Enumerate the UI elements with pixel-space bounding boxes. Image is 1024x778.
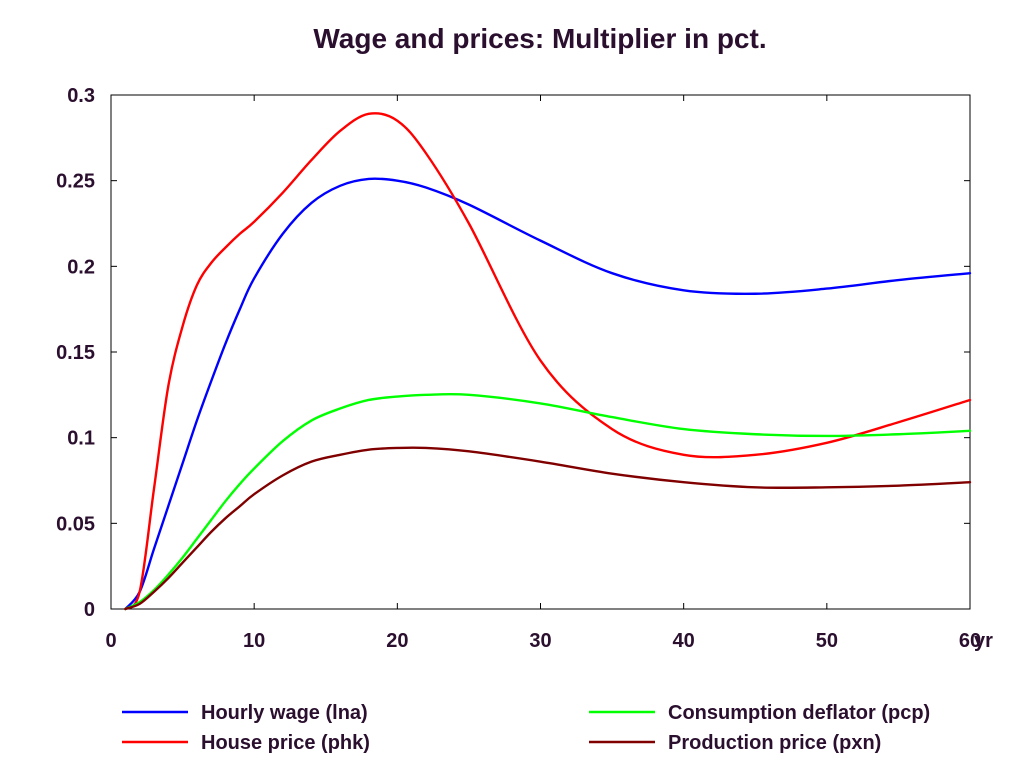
chart-title: Wage and prices: Multiplier in pct. <box>313 23 766 54</box>
series-line-house-price-phk <box>124 112 972 611</box>
y-tick-label: 0.25 <box>56 171 95 193</box>
legend-label-production-price-pxn: Production price (pxn) <box>668 732 881 754</box>
y-tick-label: 0.15 <box>56 342 95 364</box>
x-tick-label: 50 <box>816 630 838 652</box>
y-tick-label: 0.3 <box>67 85 95 107</box>
x-axis: 0 10 20 30 40 50 60 <box>105 95 981 652</box>
y-tick-label: 0.1 <box>67 428 95 450</box>
x-axis-unit-label: yr <box>974 630 993 652</box>
y-tick-label: 0 <box>84 599 95 621</box>
legend-label-hourly-wage-lna: Hourly wage (lna) <box>201 702 368 724</box>
x-tick-label: 0 <box>105 630 116 652</box>
y-axis: 0 0.05 0.1 0.15 0.2 0.25 0.3 <box>56 85 970 621</box>
series-line-production-price-pxn <box>124 446 972 611</box>
legend-label-house-price-phk: House price (phk) <box>201 732 370 754</box>
plot-frame <box>110 94 971 610</box>
series-line-hourly-wage-lna <box>124 177 972 611</box>
x-tick-label: 30 <box>529 630 551 652</box>
x-tick-label: 10 <box>243 630 265 652</box>
series-line-consumption-deflator-pcp <box>124 392 972 611</box>
x-tick-label: 60 <box>959 630 981 652</box>
y-tick-label: 0.2 <box>67 256 95 278</box>
plot-area-border <box>110 94 971 610</box>
x-tick-label: 20 <box>386 630 408 652</box>
y-tick-label: 0.05 <box>56 513 95 535</box>
legend: Hourly wage (lna) House price (phk) Consum… <box>122 702 930 754</box>
series-lines <box>124 112 972 611</box>
x-tick-label: 40 <box>673 630 695 652</box>
legend-label-consumption-deflator-pcp: Consumption deflator (pcp) <box>668 702 930 724</box>
